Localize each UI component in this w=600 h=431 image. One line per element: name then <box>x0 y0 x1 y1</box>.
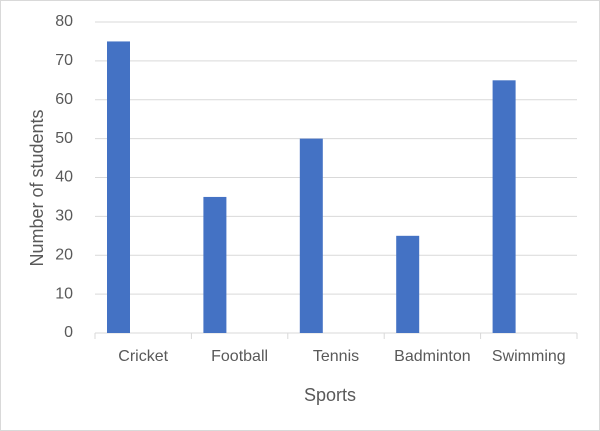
y-tick-label: 60 <box>55 91 73 108</box>
bar <box>107 41 130 333</box>
x-tick-label: Badminton <box>394 348 471 365</box>
y-tick-label: 70 <box>55 52 73 69</box>
x-tick-label: Tennis <box>313 348 359 365</box>
x-tick-label: Swimming <box>492 348 566 365</box>
bar <box>203 196 227 333</box>
x-tick-label: Football <box>211 348 268 365</box>
y-tick-label: 30 <box>55 208 73 225</box>
x-axis-label: Sports <box>304 385 356 405</box>
bar <box>299 138 323 333</box>
x-tick-label: Cricket <box>118 348 168 365</box>
y-tick-label: 40 <box>55 169 73 186</box>
bar <box>492 80 516 333</box>
y-tick-label: 0 <box>64 324 73 341</box>
y-tick-label: 80 <box>55 13 73 30</box>
y-tick-label: 20 <box>55 246 73 263</box>
bar <box>396 235 420 333</box>
y-tick-label: 10 <box>55 285 73 302</box>
y-tick-label: 50 <box>55 130 73 147</box>
y-axis-label: Number of students <box>27 109 47 266</box>
